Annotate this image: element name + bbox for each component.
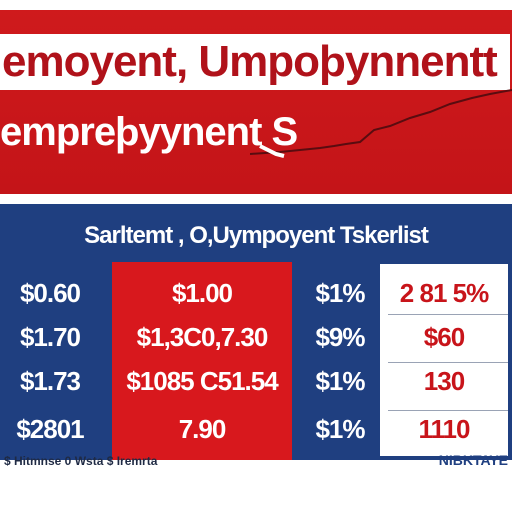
table-cell: 2 81 5% [399,278,489,308]
table-cell: $2801 [16,414,84,444]
row-divider [388,314,508,315]
table-title: Sarltemt , O,Uympoyent Tskerlist [84,222,429,249]
table-cell: 1110 [418,414,471,444]
table-cell: $1.00 [171,278,233,308]
highlight-column [112,262,292,460]
table-cell: $9% [315,322,365,352]
table-cell: $1.70 [19,322,81,352]
footer-brand-logo: NIBKTAYE [438,452,508,468]
table-cell: $1,3C0,7.30 [136,322,269,352]
row-divider [388,410,508,411]
table-cell: 130 [423,366,465,396]
table-cell: 7.90 [178,414,227,444]
table-cell: $0.60 [19,278,81,308]
footer-source: $ Hitmnse 0 Wsta $ Iremrta [4,454,158,468]
row-divider [388,362,508,363]
table-cell: $60 [423,322,465,352]
headline-primary: emoyent, Umpoþynnentt [2,37,498,86]
table-cell: $1085 C51.54 [126,366,278,396]
trend-line-graphic [250,89,512,158]
headline-strip: emoyent, Umpoþynnentt [0,34,510,90]
footer [0,460,512,512]
headline-secondary: empreþyynent S [0,110,298,154]
table-cell: $1% [315,414,365,444]
table-cell: $1.73 [19,366,81,396]
percent-column [380,264,508,456]
table-cell: $1% [315,278,365,308]
table-cell: $1% [315,366,365,396]
